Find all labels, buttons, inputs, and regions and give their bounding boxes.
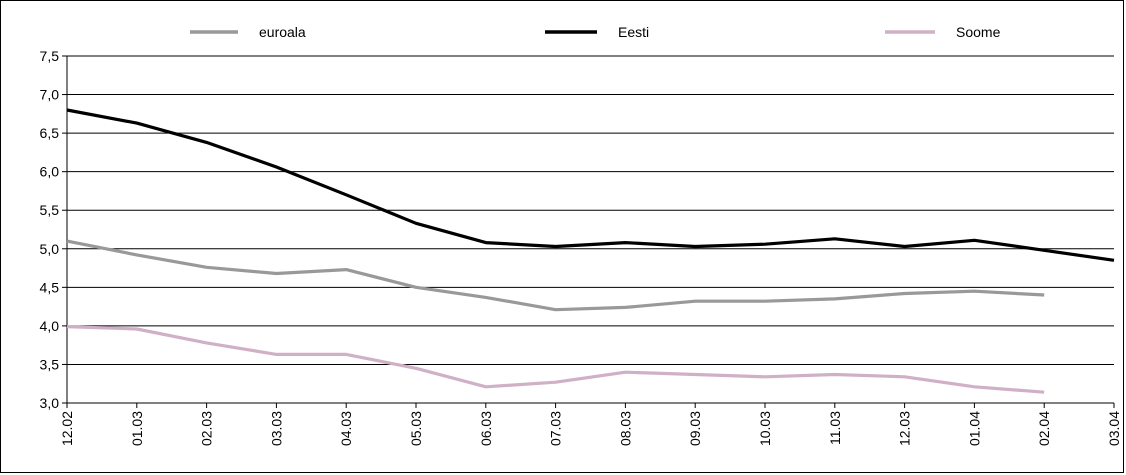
- x-tick-label: 03.03: [268, 411, 284, 446]
- series-line-eesti: [66, 108, 1115, 262]
- x-tick-label: 08.03: [617, 411, 633, 446]
- y-tick-label: 5,0: [40, 241, 60, 257]
- series-line-euroala: [66, 239, 1045, 312]
- y-tick-label: 7,0: [40, 87, 60, 103]
- x-tick-label: 05.03: [408, 411, 424, 446]
- legend: euroala Eesti Soome: [190, 24, 1001, 40]
- x-tick-label: 07.03: [548, 411, 564, 446]
- x-axis: 12.02 01.03 02.03 03.03 04.03 05.03 06.03 07.03…: [59, 402, 1122, 446]
- x-tick-label: 01.03: [129, 411, 145, 446]
- x-tick-label: 10.03: [757, 411, 773, 446]
- x-tick-label: 06.03: [478, 411, 494, 446]
- x-tick-label: 11.03: [827, 411, 843, 445]
- x-tick-label: 02.04: [1036, 411, 1052, 446]
- gridlines: [67, 55, 1114, 404]
- x-tick-label: 02.03: [199, 411, 215, 446]
- x-tick-label: 12.02: [59, 411, 75, 446]
- y-tick-label: 5,5: [40, 202, 60, 218]
- y-axis: 3,0 3,5 4,0 4,5 5,0 5,5 6,0 6,5 7,0 7,5: [40, 48, 68, 411]
- y-tick-label: 7,5: [40, 48, 60, 64]
- series-line-soome: [66, 325, 1045, 394]
- y-tick-label: 4,0: [40, 318, 60, 334]
- legend-label-euroala: euroala: [259, 24, 306, 40]
- legend-label-soome: Soome: [956, 24, 1001, 40]
- x-tick-label: 01.04: [966, 411, 982, 446]
- y-tick-label: 4,5: [40, 279, 60, 295]
- legend-label-eesti: Eesti: [618, 24, 649, 40]
- series-lines: [66, 108, 1115, 394]
- x-tick-label: 03.04: [1106, 411, 1122, 446]
- x-tick-label: 09.03: [687, 411, 703, 446]
- x-tick-label: 04.03: [338, 411, 354, 446]
- y-tick-label: 3,0: [40, 395, 60, 411]
- y-tick-label: 6,0: [40, 164, 60, 180]
- y-tick-label: 3,5: [40, 356, 60, 372]
- x-tick-label: 12.03: [897, 411, 913, 446]
- y-tick-label: 6,5: [40, 125, 60, 141]
